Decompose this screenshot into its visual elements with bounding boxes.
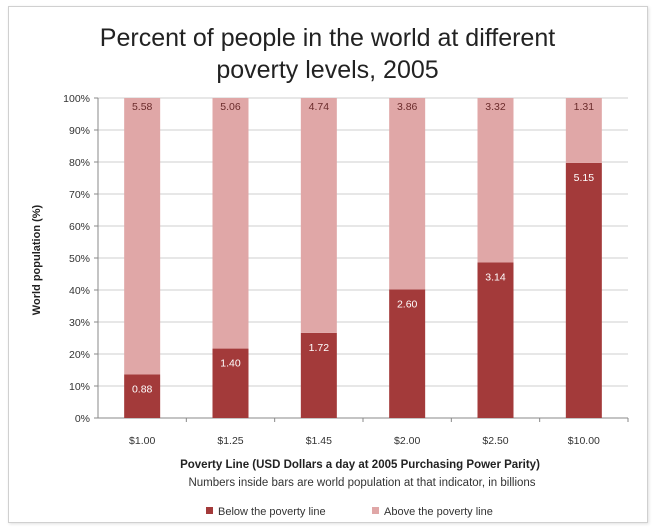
y-tick-label: 10% <box>69 381 90 393</box>
bar-below-5 <box>477 262 514 418</box>
bar-below-4 <box>389 289 426 418</box>
chart-title-line2: poverty levels, 2005 <box>216 56 439 84</box>
gridlines <box>94 97 628 419</box>
bar-above-2 <box>212 98 249 349</box>
data-label-below-6: 5.15 <box>574 172 595 184</box>
legend-label-1: Below the poverty line <box>218 506 326 518</box>
bar-below-3 <box>300 332 337 418</box>
y-tick-label: 80% <box>69 157 90 169</box>
legend-swatch-2 <box>372 507 379 514</box>
bar-below-2 <box>212 348 249 418</box>
y-tick-label: 60% <box>69 221 90 233</box>
legend-swatch-1 <box>206 507 213 514</box>
data-label-above-2: 5.06 <box>220 101 241 113</box>
bar-above-3 <box>300 98 337 333</box>
x-tick-label: $1.45 <box>306 435 332 447</box>
bar-above-5 <box>477 98 514 263</box>
y-tick-label: 40% <box>69 285 90 297</box>
x-tick-label: $10.00 <box>568 435 600 447</box>
y-axis-label: World population (%) <box>31 204 43 315</box>
data-label-below-4: 2.60 <box>397 298 418 310</box>
bar-above-1 <box>124 98 161 375</box>
x-axis-label: Poverty Line (USD Dollars a day at 2005 … <box>180 459 540 471</box>
x-tick-label: $2.50 <box>482 435 508 447</box>
data-label-below-5: 3.14 <box>485 271 506 283</box>
data-label-above-6: 1.31 <box>574 101 595 113</box>
x-tick-label: $1.25 <box>217 435 243 447</box>
chart-note: Numbers inside bars are world population… <box>188 477 535 489</box>
y-tick-label: 0% <box>75 413 90 425</box>
y-tick-label: 100% <box>63 93 90 105</box>
bar-above-4 <box>389 98 426 290</box>
data-label-below-1: 0.88 <box>132 383 153 395</box>
data-label-above-1: 5.58 <box>132 101 153 113</box>
bar-below-6 <box>565 162 602 418</box>
legend: Below the poverty line Above the poverty … <box>206 506 493 518</box>
data-label-above-3: 4.74 <box>309 101 330 113</box>
y-axis-ticks: 0% 10% 20% 30% 40% 50% 60% 70% 80% 90% 100% <box>63 93 90 425</box>
data-label-above-5: 3.32 <box>485 101 506 113</box>
y-tick-label: 90% <box>69 125 90 137</box>
chart-title-line1: Percent of people in the world at differ… <box>99 24 556 52</box>
y-tick-label: 30% <box>69 317 90 329</box>
legend-label-2: Above the poverty line <box>384 506 493 518</box>
data-label-below-3: 1.72 <box>309 342 330 354</box>
bars: 0.88 5.58 1.40 5.06 1.72 4.74 2.60 3.86 3.14 3.32… <box>124 98 602 418</box>
x-tick-label: $1.00 <box>129 435 155 447</box>
x-tick-label: $2.00 <box>394 435 420 447</box>
bar-below-1 <box>124 374 161 418</box>
y-tick-label: 70% <box>69 189 90 201</box>
y-tick-label: 50% <box>69 253 90 265</box>
data-label-above-4: 3.86 <box>397 101 418 113</box>
y-tick-label: 20% <box>69 349 90 361</box>
data-label-below-2: 1.40 <box>220 358 241 370</box>
x-axis-ticks: $1.00 $1.25 $1.45 $2.00 $2.50 $10.00 <box>129 418 629 447</box>
bar-above-6 <box>565 98 602 163</box>
